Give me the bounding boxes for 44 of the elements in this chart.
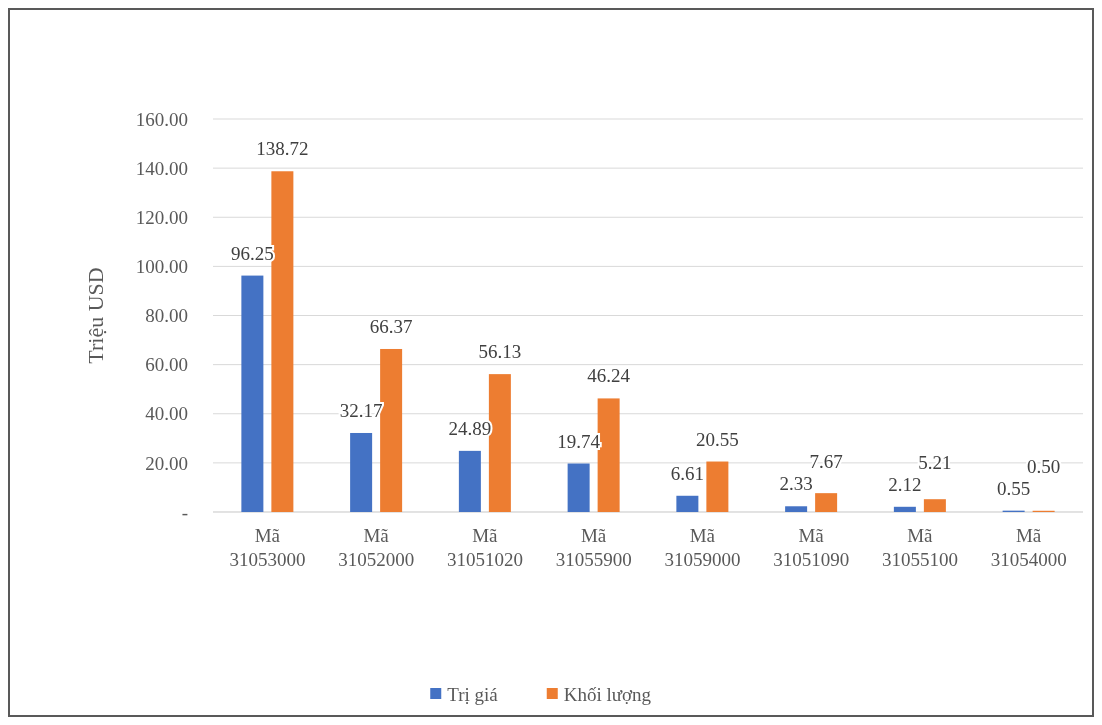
y-tick-label: 40.00 [145,403,188,425]
data-label: 0.50 [1027,455,1061,477]
x-tick-label: Mã 31051020 [446,525,523,570]
bar [706,461,729,512]
y-tick-label: 60.00 [145,354,188,376]
legend-label: Khối lượng [563,683,652,705]
bar [567,463,590,512]
bar [380,348,403,512]
x-tick-label: Mã 31055900 [555,525,632,570]
bar [893,506,916,512]
data-label: 7.67 [809,451,843,473]
x-tick-label: Mã 31051090 [773,525,850,570]
bar [271,171,294,512]
x-tick-label: Mã 31052000 [338,525,415,570]
x-tick-label: Mã 31054000 [990,525,1067,570]
data-label: 56.13 [478,341,522,363]
data-label: 66.37 [369,315,413,337]
bar [923,499,946,512]
bar [815,493,838,512]
y-tick-label: 140.00 [135,157,188,179]
y-tick-label: 120.00 [135,206,188,228]
bar [676,495,699,512]
x-tick-label: Mã 31053000 [229,525,306,570]
bar [458,450,481,512]
y-axis-title: Triệu USD [83,267,108,364]
x-tick-label: Mã 31055100 [881,525,958,570]
y-tick-label: - [181,501,188,523]
bar [785,506,808,512]
bar [350,432,373,512]
data-label: 2.12 [888,473,922,495]
y-tick-label: 100.00 [135,256,188,278]
y-tick-label: 20.00 [145,452,188,474]
data-label: 6.61 [670,462,704,484]
bar [241,275,264,512]
legend-label: Trị giá [447,683,499,705]
data-label: 138.72 [256,138,309,160]
data-label: 5.21 [918,451,952,473]
data-label: 46.24 [587,365,631,387]
data-label: 0.55 [997,477,1031,499]
y-tick-label: 160.00 [135,108,188,130]
data-label: 2.33 [779,473,813,495]
x-tick-label: Mã 31059000 [664,525,741,570]
y-tick-label: 80.00 [145,305,188,327]
data-label: 20.55 [696,428,739,450]
